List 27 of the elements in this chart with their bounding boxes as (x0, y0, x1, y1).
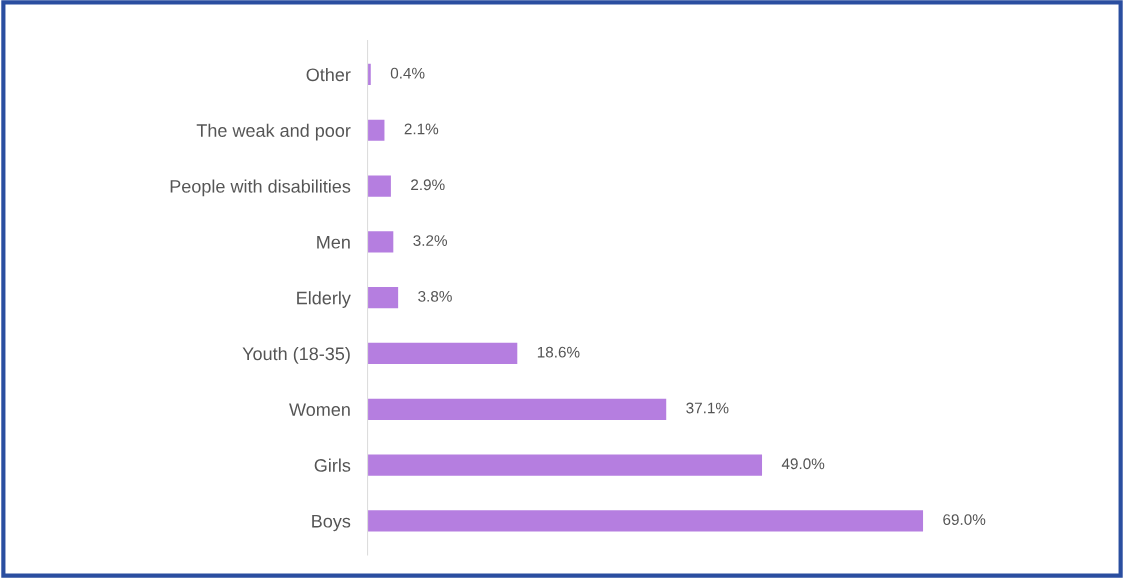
bar (367, 454, 763, 476)
y-tick-label: Other (306, 67, 351, 82)
bar (367, 398, 667, 420)
bar (367, 231, 394, 253)
y-tick-label: People with disabilities (170, 179, 351, 197)
y-tick-label: Women (289, 403, 350, 416)
y-tick-label: Girls (314, 458, 351, 472)
data-label: 18.6% (537, 346, 580, 358)
data-label: 3.8% (418, 290, 452, 302)
data-label: 3.2% (413, 235, 448, 246)
y-tick-label: Men (317, 235, 350, 249)
data-label: 2.1% (404, 123, 439, 135)
data-label: 69.0% (943, 514, 986, 525)
bar (367, 63, 371, 86)
bar (367, 510, 924, 532)
data-label: 37.1% (686, 402, 729, 414)
y-tick-label: Youth (18-35) (242, 346, 350, 364)
data-label: 0.4% (390, 67, 425, 79)
bar (367, 287, 399, 309)
data-label: 49.0% (781, 458, 825, 470)
y-tick-label: Boys (312, 515, 351, 532)
y-tick-label: The weak and poor (196, 123, 351, 141)
bar (367, 342, 518, 365)
data-label: 2.9% (411, 179, 445, 191)
bar (367, 175, 391, 197)
bar (367, 119, 385, 141)
y-tick-label: Elderly (297, 291, 351, 308)
